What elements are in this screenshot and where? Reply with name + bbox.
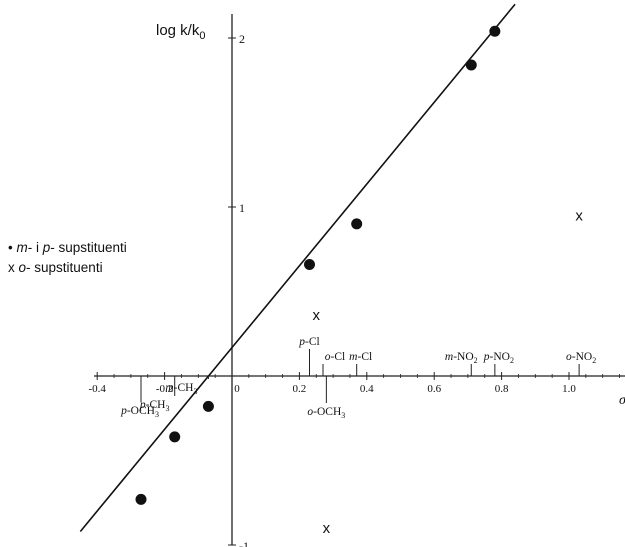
substituent-label: m-NO2	[445, 351, 478, 365]
data-point-dot	[465, 59, 477, 71]
substituent-label: m-Cl	[349, 351, 372, 363]
substituent-label: o-OCH3	[307, 406, 345, 420]
x-tick-label: 0.8	[495, 383, 509, 395]
data-points: x x x	[135, 25, 583, 537]
data-point-cross: x	[323, 520, 331, 537]
data-point-dot	[169, 431, 181, 443]
fit-line	[79, 3, 516, 532]
substituent-label: p-NO2	[483, 351, 514, 365]
substituent-label: p-Cl	[298, 336, 319, 348]
y-axis-label-main: log k/k	[156, 22, 200, 39]
data-point-dot	[489, 25, 501, 37]
y-tick-label: 2	[239, 32, 245, 46]
legend-dot-prefix-p: p	[42, 240, 51, 255]
y-axis-label-sub: 0	[199, 30, 205, 42]
data-point-cross: x	[313, 307, 321, 324]
data-point-dot	[202, 400, 214, 412]
substituent-label: o-NO2	[566, 351, 596, 365]
legend-dot-prefix-m: m	[16, 240, 28, 255]
x-tick-label: 0.6	[427, 383, 441, 395]
data-point-dot	[135, 493, 147, 505]
y-tick-label: 1	[239, 201, 245, 215]
x-tick-label: -0.4	[88, 383, 106, 395]
legend: • m- i p- supstituenti x o- supstituenti	[8, 238, 127, 278]
legend-x-prefix-o: o	[18, 260, 27, 275]
substituent-label: m-CH3	[165, 382, 197, 396]
substituent-label: p-OCH3	[120, 405, 159, 419]
legend-dot-mid: - i	[27, 240, 43, 255]
legend-x-rest: - supstituenti	[26, 260, 103, 275]
x-tick-label: 1.0	[562, 383, 576, 395]
x-tick-label: 0.2	[293, 383, 307, 395]
axes	[94, 14, 625, 545]
x-tick-label: 0.4	[360, 383, 374, 395]
legend-dot-rest: - supstituenti	[50, 240, 127, 255]
data-point-dot	[351, 218, 363, 230]
legend-x-symbol: x	[8, 260, 15, 275]
y-tick-label: -1	[239, 539, 249, 547]
data-point-dot	[304, 258, 316, 270]
axis-ticks: -0.4 -0.2 0 0.2 0.4 0.6 0.8 1.0 2 1 -1	[88, 32, 620, 547]
substituent-label: o-Cl	[325, 351, 345, 363]
data-point-cross: x	[575, 207, 583, 224]
legend-item-dots: • m- i p- supstituenti	[8, 238, 127, 258]
x-tick-label: 0	[234, 383, 240, 395]
regression-line	[79, 3, 516, 532]
legend-dot-symbol: •	[8, 240, 13, 255]
x-tick-label: -0.2	[156, 383, 173, 395]
y-axis-label: log k/k0	[156, 22, 205, 42]
substituent-label: p-CH3	[139, 399, 170, 413]
legend-item-crosses: x o- supstituenti	[8, 258, 127, 278]
x-axis-label: σ	[619, 393, 625, 408]
